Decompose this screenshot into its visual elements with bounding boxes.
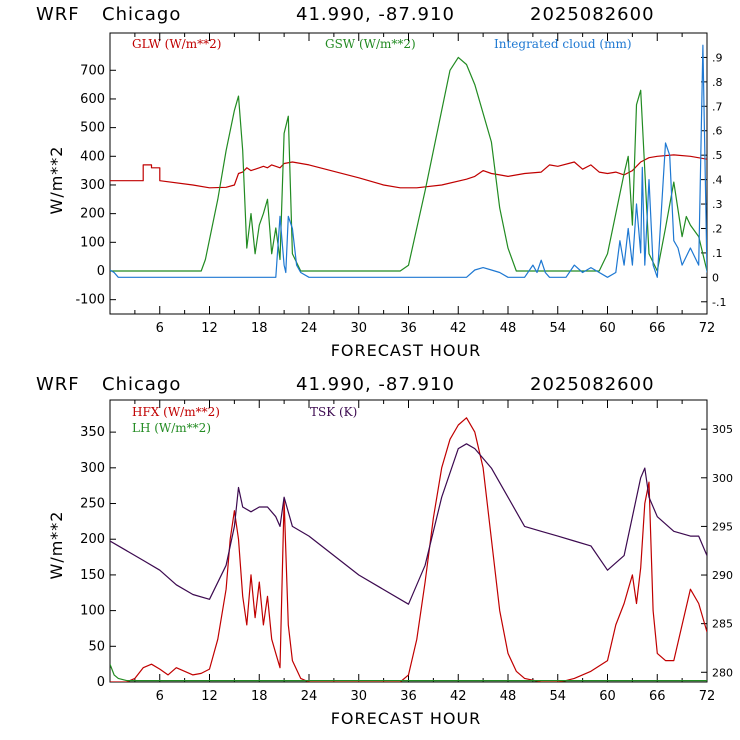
top-y-axis-label: W/m**2	[47, 146, 66, 215]
top-header: WRF Chicago 41.990, -87.910 2025082600	[36, 4, 655, 25]
bottom-y-axis-label: W/m**2	[47, 511, 66, 580]
top-x-tick-label: 66	[649, 321, 666, 336]
top-left-tick-label: 100	[80, 235, 105, 250]
top-x-axis: 6 12 18 24 30 36 42 48 54 60 66 72	[134, 33, 716, 336]
bottom-header-location: Chicago	[102, 374, 181, 395]
bottom-x-tick-label: 18	[251, 689, 268, 704]
top-left-tick-label: 300	[80, 178, 105, 193]
bottom-right-tick-label: 295	[712, 520, 733, 533]
bottom-x-tick-label: 36	[400, 689, 417, 704]
top-plot-frame	[109, 32, 708, 315]
bottom-left-tick-label: 250	[80, 497, 105, 512]
bottom-plot-frame	[109, 399, 708, 683]
bottom-right-tick-label: 290	[712, 569, 733, 582]
bottom-right-tick-label: 285	[712, 618, 733, 631]
bottom-left-tick-label: 200	[80, 532, 105, 547]
top-left-tick-label: -100	[75, 293, 105, 308]
bottom-x-tick-label: 48	[500, 689, 517, 704]
bottom-header-model: WRF	[36, 374, 80, 395]
top-legend-gsw: GSW (W/m**2)	[325, 37, 416, 51]
bottom-legend-hfx: HFX (W/m**2)	[132, 405, 220, 419]
bottom-right-tick-label: 305	[712, 423, 733, 436]
top-series-integrated	[110, 44, 707, 278]
bottom-right-tick-label: 280	[712, 666, 733, 679]
top-x-tick-label: 18	[251, 321, 268, 336]
top-x-tick-label: 6	[156, 321, 164, 336]
bottom-series-lh	[110, 663, 707, 682]
top-x-axis-label: FORECAST HOUR	[331, 341, 482, 360]
top-right-tick-label: .8	[712, 76, 723, 89]
top-x-tick-label: 42	[450, 321, 467, 336]
bottom-panel: WRF Chicago 41.990, -87.910 2025082600 H…	[36, 374, 733, 728]
top-x-tick-label: 48	[500, 321, 517, 336]
bottom-series-tsk	[110, 443, 707, 605]
bottom-left-axis: 0 50 100 150 200 250 300 350	[80, 425, 116, 690]
bottom-x-tick-label: 6	[156, 689, 164, 704]
top-x-tick-label: 72	[699, 321, 716, 336]
bottom-left-tick-label: 100	[80, 604, 105, 619]
top-left-tick-label: 0	[97, 264, 105, 279]
top-right-axis: -.1 0 .1 .2 .3 .4 .5 .6 .7 .8 .9	[701, 51, 726, 309]
top-right-tick-label: .2	[712, 222, 723, 235]
bottom-left-tick-label: 300	[80, 461, 105, 476]
top-right-tick-label: .9	[712, 51, 723, 64]
top-right-tick-label: .3	[712, 198, 723, 211]
bottom-x-axis: 6 12 18 24 30 36 42 48 54 60 66 72	[134, 400, 716, 704]
bottom-left-tick-label: 0	[97, 675, 105, 690]
top-right-tick-label: .5	[712, 149, 723, 162]
top-x-tick-label: 12	[201, 321, 218, 336]
top-series-layer	[110, 44, 707, 278]
bottom-header-coords: 41.990, -87.910	[296, 374, 455, 395]
bottom-left-tick-label: 150	[80, 568, 105, 583]
top-right-tick-label: -.1	[712, 296, 726, 309]
top-right-tick-label: .7	[712, 100, 723, 113]
bottom-x-tick-label: 72	[699, 689, 716, 704]
top-header-run: 2025082600	[530, 4, 655, 25]
bottom-right-tick-label: 300	[712, 472, 733, 485]
bottom-series-hfx	[110, 417, 707, 682]
bottom-x-tick-label: 54	[549, 689, 566, 704]
top-right-tick-label: 0	[712, 271, 719, 284]
top-x-tick-label: 24	[301, 321, 318, 336]
top-x-tick-label: 54	[549, 321, 566, 336]
top-header-model: WRF	[36, 4, 80, 25]
top-x-tick-label: 36	[400, 321, 417, 336]
bottom-left-tick-label: 350	[80, 425, 105, 440]
top-series-gsw	[110, 56, 707, 272]
bottom-left-tick-label: 50	[88, 639, 105, 654]
top-left-tick-label: 500	[80, 121, 105, 136]
top-x-tick-label: 30	[350, 321, 367, 336]
bottom-x-tick-label: 12	[201, 689, 218, 704]
bottom-x-tick-label: 30	[350, 689, 367, 704]
top-left-tick-label: 700	[80, 63, 105, 78]
top-left-tick-label: 200	[80, 207, 105, 222]
bottom-legend-tsk: TSK (K)	[310, 405, 357, 419]
top-left-axis: -100 0 100 200 300 400 500 600 700	[75, 63, 116, 308]
top-x-tick-label: 60	[599, 321, 616, 336]
top-series-glw	[110, 154, 707, 189]
bottom-x-tick-label: 24	[301, 689, 318, 704]
bottom-x-tick-label: 60	[599, 689, 616, 704]
top-header-coords: 41.990, -87.910	[296, 4, 455, 25]
bottom-legend-lh: LH (W/m**2)	[132, 421, 211, 435]
bottom-x-axis-label: FORECAST HOUR	[331, 709, 482, 728]
top-left-tick-label: 400	[80, 149, 105, 164]
bottom-header-run: 2025082600	[530, 374, 655, 395]
bottom-right-axis: 280 285 290 295 300 305	[701, 423, 733, 679]
top-right-tick-label: .6	[712, 125, 723, 138]
bottom-header: WRF Chicago 41.990, -87.910 2025082600	[36, 374, 655, 395]
top-legend-glw: GLW (W/m**2)	[132, 37, 221, 51]
top-left-tick-label: 600	[80, 92, 105, 107]
bottom-x-tick-label: 42	[450, 689, 467, 704]
top-right-tick-label: .1	[712, 247, 723, 260]
top-panel: WRF Chicago 41.990, -87.910 2025082600 G…	[36, 4, 726, 360]
bottom-series-layer	[110, 417, 707, 682]
top-legend-cloud: Integrated cloud (mm)	[494, 37, 632, 51]
bottom-x-tick-label: 66	[649, 689, 666, 704]
top-right-tick-label: .4	[712, 174, 723, 187]
top-header-location: Chicago	[102, 4, 181, 25]
